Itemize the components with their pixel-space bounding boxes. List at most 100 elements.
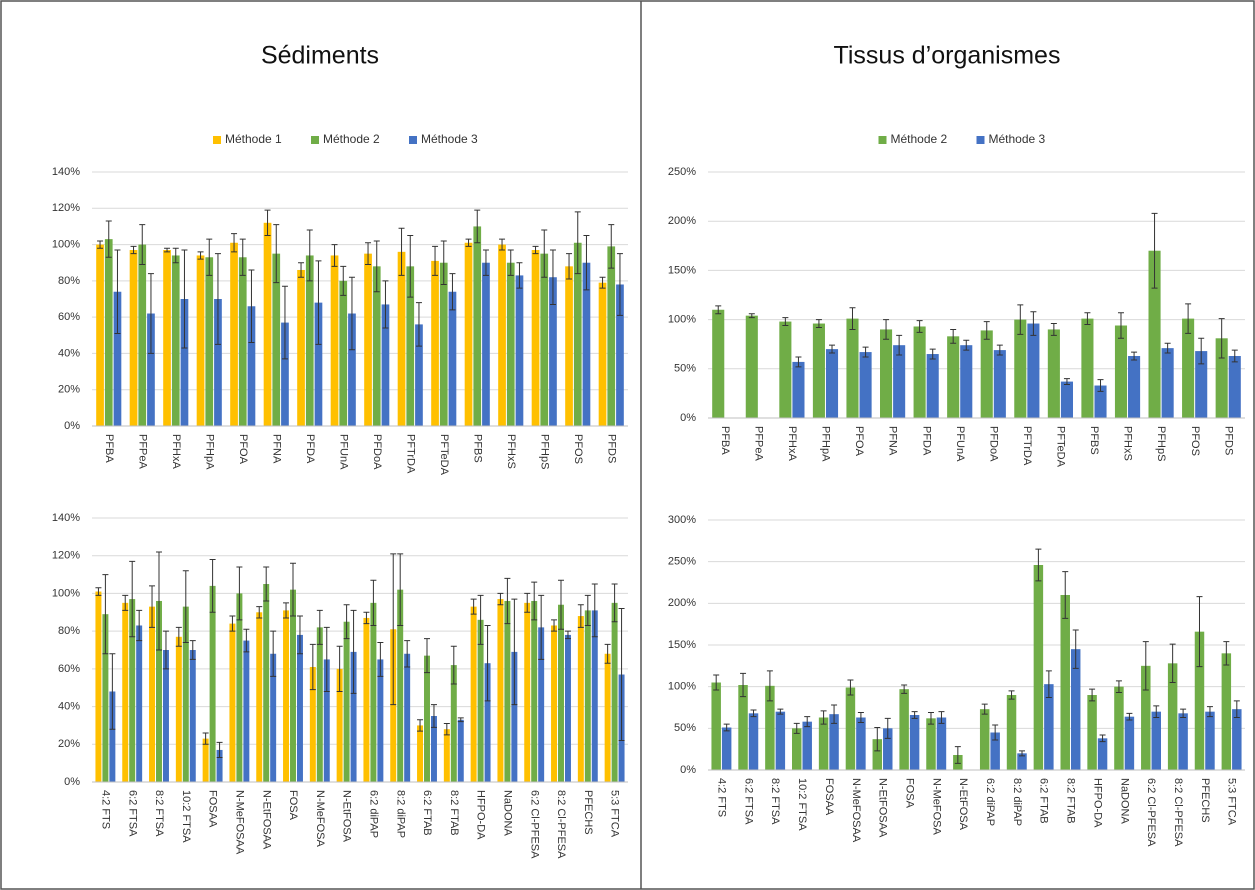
error-bar xyxy=(608,224,615,269)
bar xyxy=(364,253,372,426)
legend-swatch xyxy=(878,136,887,144)
legend-swatch xyxy=(311,136,319,144)
x-tick-label: 6:2 FTAB xyxy=(421,790,433,836)
error-bar xyxy=(1084,312,1091,326)
bar xyxy=(113,291,122,426)
error-bar xyxy=(109,653,116,730)
error-bar xyxy=(992,724,999,741)
y-tick-label: 100% xyxy=(668,314,696,326)
x-tick-label: PFBA xyxy=(103,434,115,463)
bar xyxy=(390,629,397,782)
bar xyxy=(531,600,538,782)
x-tick-label: 5:3 FTCA xyxy=(1226,778,1238,826)
error-bar xyxy=(591,583,598,638)
error-bar xyxy=(777,708,784,715)
bar xyxy=(296,634,303,782)
error-bar xyxy=(524,592,531,613)
error-bar xyxy=(243,628,250,653)
bar xyxy=(947,336,960,418)
bar xyxy=(1161,348,1174,418)
error-bar xyxy=(883,319,890,340)
error-bar xyxy=(1050,323,1057,336)
x-tick-label: PFHpA xyxy=(820,426,832,462)
legend-swatch xyxy=(976,136,985,144)
bar xyxy=(216,749,223,782)
error-bar xyxy=(122,594,129,611)
bar xyxy=(979,709,990,770)
y-tick-label: 0% xyxy=(680,764,696,776)
bar xyxy=(209,585,216,782)
bar xyxy=(538,627,545,782)
error-bar xyxy=(766,670,773,702)
x-tick-label: PFHpA xyxy=(203,434,215,470)
bar xyxy=(712,309,725,418)
bar xyxy=(102,614,109,782)
bar xyxy=(482,262,490,426)
bar xyxy=(1232,709,1242,770)
bar xyxy=(189,650,196,782)
error-bar xyxy=(531,581,538,621)
bar xyxy=(825,349,839,418)
bar xyxy=(812,323,825,418)
bar xyxy=(775,711,786,770)
bar xyxy=(1221,653,1232,770)
x-tick-label: 6:2 Cl-PFESA xyxy=(528,790,540,859)
error-bar xyxy=(874,727,881,752)
error-bar xyxy=(584,594,591,626)
bar xyxy=(611,602,618,782)
error-bar xyxy=(1196,596,1203,668)
bar xyxy=(397,589,404,782)
error-bar xyxy=(129,560,136,638)
error-bar xyxy=(1218,318,1225,359)
x-tick-label: PFDA xyxy=(304,434,316,464)
error-bar xyxy=(1142,641,1149,691)
bar xyxy=(281,322,289,426)
error-bar xyxy=(1030,311,1037,336)
bar xyxy=(314,302,323,426)
y-tick-label: 50% xyxy=(674,363,696,375)
bar xyxy=(883,728,893,770)
bar xyxy=(913,326,926,418)
bar xyxy=(524,602,531,782)
error-bar xyxy=(983,321,990,340)
bar xyxy=(175,636,182,782)
bar xyxy=(846,318,859,418)
error-bar xyxy=(1233,700,1240,718)
bar xyxy=(180,299,189,426)
error-bar xyxy=(424,638,430,674)
bar xyxy=(872,739,883,770)
error-bar xyxy=(950,328,957,344)
bar xyxy=(129,250,138,426)
x-tick-label: PFHpS xyxy=(538,434,550,469)
error-bar xyxy=(820,710,827,725)
y-tick-label: 120% xyxy=(52,550,80,562)
error-bar xyxy=(156,551,162,651)
error-bar xyxy=(309,643,316,691)
x-tick-label: 8:2 FTSA xyxy=(153,790,165,837)
bar xyxy=(748,713,759,770)
error-bar xyxy=(432,245,439,276)
error-bar xyxy=(298,262,305,278)
error-bar xyxy=(162,630,169,670)
error-bar xyxy=(450,645,457,685)
bar xyxy=(104,239,113,426)
error-bar xyxy=(713,674,720,691)
bar xyxy=(182,606,189,782)
bar xyxy=(845,687,856,770)
bar xyxy=(1141,665,1151,770)
bar xyxy=(450,665,457,782)
x-tick-label: FOSA xyxy=(287,790,299,821)
error-bar xyxy=(1164,342,1171,354)
bar xyxy=(272,253,281,426)
bar xyxy=(336,668,343,782)
error-bar xyxy=(604,643,611,664)
error-bar xyxy=(1206,706,1213,718)
bar xyxy=(202,738,209,782)
error-bar xyxy=(206,238,213,276)
bar xyxy=(540,253,549,426)
bar xyxy=(779,321,792,418)
bar xyxy=(484,663,491,782)
bar xyxy=(415,324,423,426)
bar xyxy=(792,728,802,770)
